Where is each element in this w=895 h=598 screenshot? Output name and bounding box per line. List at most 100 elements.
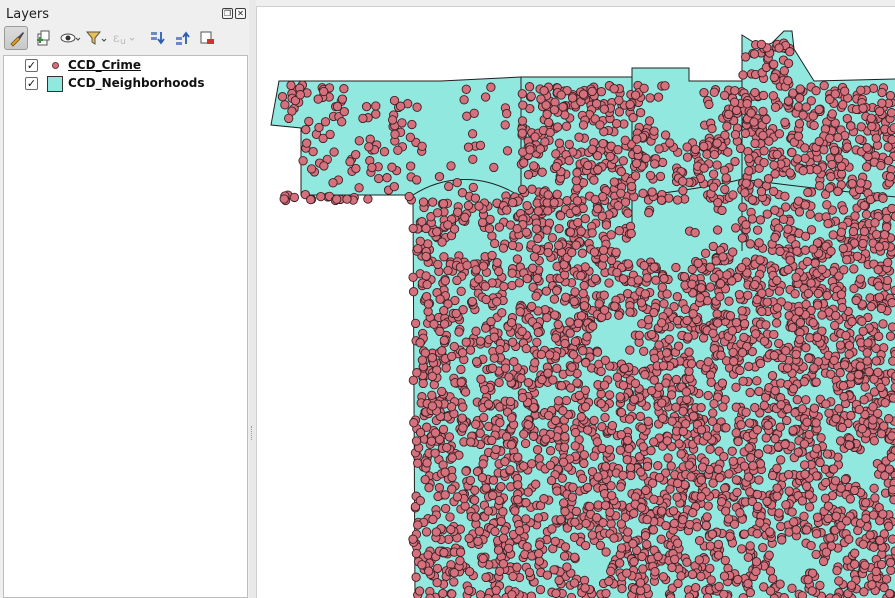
crime-point <box>488 475 499 485</box>
crime-point <box>703 357 713 367</box>
crime-point <box>795 84 805 94</box>
crime-point <box>421 527 432 537</box>
crime-point <box>753 501 763 512</box>
crime-point <box>774 508 784 518</box>
crime-point <box>521 227 532 237</box>
crime-point <box>543 206 553 216</box>
crime-point <box>498 507 508 517</box>
crime-point <box>706 575 716 585</box>
layer-visibility-checkbox[interactable]: ✓ <box>25 59 38 72</box>
crime-point <box>656 195 667 205</box>
crime-point <box>721 173 731 183</box>
layer-visibility-checkbox[interactable]: ✓ <box>25 77 38 90</box>
crime-point <box>447 589 457 598</box>
crime-point <box>616 188 626 198</box>
crime-point <box>799 460 810 470</box>
crime-point <box>821 547 832 557</box>
crime-point <box>889 123 895 133</box>
float-icon[interactable]: ❐ <box>222 8 233 19</box>
crime-point <box>447 484 457 494</box>
crime-point <box>408 375 419 385</box>
crime-point <box>560 270 570 280</box>
crime-point <box>527 459 537 469</box>
crime-point <box>809 403 820 413</box>
crime-point <box>696 492 706 502</box>
crime-point <box>395 101 406 111</box>
crime-point <box>657 398 667 408</box>
crime-point <box>561 395 572 406</box>
expand-all-button[interactable] <box>145 26 169 50</box>
crime-point <box>782 363 793 373</box>
crime-point <box>744 443 754 453</box>
layer-row-ccd-neighborhoods[interactable]: ✓ CCD_Neighborhoods <box>4 75 247 93</box>
crime-point <box>616 519 626 529</box>
crime-point <box>551 588 561 598</box>
crime-point <box>721 506 731 516</box>
crime-point <box>286 80 296 91</box>
map-canvas[interactable] <box>256 6 895 598</box>
crime-point <box>850 559 860 569</box>
crime-point <box>304 116 314 127</box>
crime-point <box>415 338 425 348</box>
crime-point <box>793 131 804 141</box>
crime-point <box>657 318 667 328</box>
crime-point <box>754 238 764 248</box>
add-group-button[interactable] <box>31 26 55 50</box>
crime-point <box>437 386 447 397</box>
crime-point <box>681 387 691 397</box>
crime-point <box>696 402 706 413</box>
crime-point <box>470 485 480 495</box>
crime-point <box>280 100 290 110</box>
crime-point <box>594 299 604 309</box>
crime-point <box>614 226 624 236</box>
crime-point <box>351 163 361 174</box>
remove-layer-button[interactable] <box>195 26 219 50</box>
crime-point <box>730 129 741 140</box>
crime-point <box>543 247 553 258</box>
close-icon[interactable]: ✕ <box>235 8 246 19</box>
manage-visibility-button[interactable] <box>56 26 81 50</box>
crime-point <box>475 336 486 346</box>
crime-point <box>866 301 876 312</box>
filter-expression-button: ε u <box>108 26 135 50</box>
collapse-all-button[interactable] <box>170 26 194 50</box>
crime-point <box>580 213 590 224</box>
crime-point <box>629 557 639 567</box>
crime-point <box>737 306 747 316</box>
crime-point <box>836 289 847 300</box>
crime-point <box>308 146 318 157</box>
crime-point <box>741 220 751 230</box>
splitter-grip[interactable] <box>251 426 254 440</box>
crime-point <box>765 586 776 596</box>
style-manager-button[interactable] <box>4 26 28 50</box>
crime-point <box>770 205 780 215</box>
crime-point <box>465 475 476 486</box>
crime-point <box>752 295 762 305</box>
crime-point <box>840 474 851 485</box>
crime-point <box>567 362 577 372</box>
layer-row-ccd-crime[interactable]: ✓ CCD_Crime <box>4 57 247 75</box>
crime-point <box>739 461 750 471</box>
crime-point <box>611 118 622 129</box>
crime-point <box>415 496 425 506</box>
crime-point <box>439 335 449 346</box>
crime-point <box>713 318 723 328</box>
crime-point <box>522 542 532 552</box>
crime-point <box>284 113 294 124</box>
crime-point <box>853 369 864 380</box>
crime-point <box>568 482 578 492</box>
crime-point <box>328 178 338 188</box>
crime-point <box>500 456 510 467</box>
crime-point <box>781 202 791 212</box>
filter-legend-button[interactable] <box>82 26 107 50</box>
crime-point <box>647 187 657 197</box>
crime-point <box>463 142 474 152</box>
crime-point <box>481 323 491 333</box>
crime-point <box>497 308 507 318</box>
crime-point <box>680 304 691 314</box>
crime-point <box>739 529 750 539</box>
dock-splitter[interactable] <box>249 0 256 598</box>
crime-point <box>694 535 705 546</box>
crime-point <box>498 533 509 543</box>
crime-point <box>522 273 532 284</box>
